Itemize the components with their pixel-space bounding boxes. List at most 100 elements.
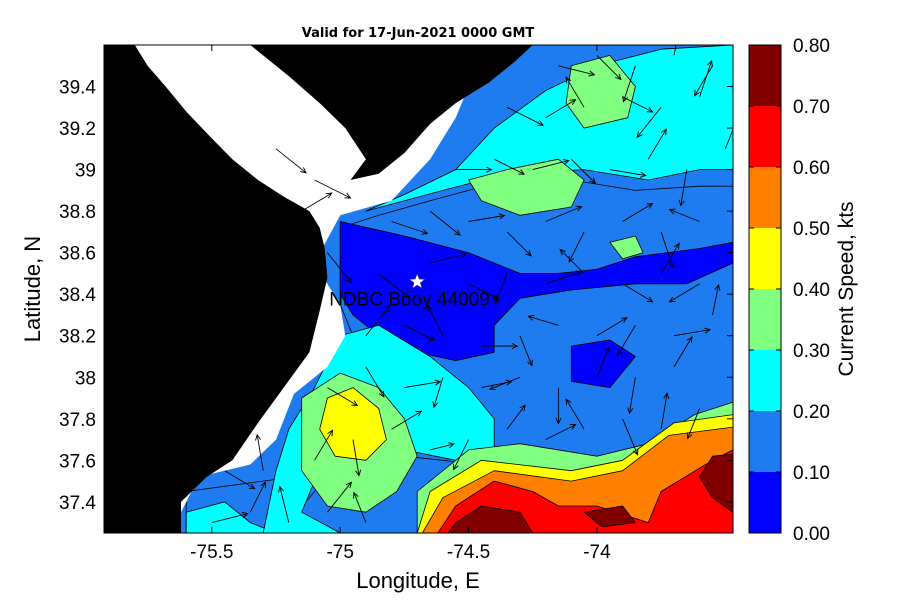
colorbar-tick-label: 0.70 (793, 97, 830, 118)
current-vector (565, 76, 585, 108)
colorbar-segment (749, 228, 781, 289)
colorbar-frame (748, 44, 782, 534)
current-vector (404, 324, 436, 341)
current-vector (427, 304, 444, 336)
current-vector (404, 379, 442, 389)
current-vector (429, 442, 456, 451)
colorbar-tick-label: 0.60 (793, 158, 830, 179)
colorbar-segment (749, 289, 781, 350)
y-tick-label: 38.2 (59, 327, 96, 348)
current-vector (622, 283, 654, 303)
x-tick-label: -75 (326, 542, 353, 563)
colorbar-segment (749, 350, 781, 411)
current-vector (468, 213, 506, 222)
y-tick-label: 37.4 (59, 493, 96, 514)
current-vector (622, 418, 639, 456)
colorbar-tick-label: 0.50 (793, 219, 830, 240)
speed-region-17 (699, 453, 733, 513)
colorbar: 0.00 0.10 0.20 0.30 0.40 0.50 0.60 0.70 0.80 (749, 36, 830, 545)
current-vector (570, 158, 597, 184)
current-vector (668, 208, 700, 222)
colorbar-tick-label: 0.40 (793, 280, 830, 301)
speed-region-10 (609, 235, 644, 260)
current-vector (622, 65, 636, 103)
x-axis-ticks: -75.5 -75 -74.5 -74 (190, 45, 611, 563)
x-tick-label: -74.5 (447, 542, 490, 563)
current-vector (255, 433, 264, 471)
current-vector (365, 366, 385, 398)
current-vector (506, 106, 545, 126)
current-vector (627, 377, 636, 415)
y-tick-label: 38 (75, 368, 96, 389)
current-vector (314, 179, 352, 199)
colorbar-segment (749, 167, 781, 228)
current-vector (429, 252, 468, 264)
current-vector (506, 404, 526, 430)
current-vector (622, 96, 654, 113)
current-vector (636, 107, 662, 139)
colorbar-tick-label: 0.10 (793, 463, 830, 484)
current-vector (616, 325, 636, 357)
current-vector (699, 59, 713, 98)
current-vector (596, 317, 628, 337)
land-region-new-jersey (250, 45, 533, 180)
buoy-label: NDBC Buoy 44009 (329, 290, 490, 311)
current-vector (353, 491, 367, 523)
map-plot-area (104, 45, 733, 533)
y-axis-ticks: 37.4 37.6 37.8 38 38.2 38.4 38.6 38.8 39 39.2 39.4 (59, 78, 733, 514)
current-vector (545, 270, 583, 285)
colorbar-tick-label: 0.20 (793, 402, 830, 423)
current-vector (596, 55, 622, 81)
speed-region-8 (468, 158, 585, 216)
buoy-marker-star (408, 272, 426, 289)
current-vector (481, 343, 519, 350)
colorbar-segment (749, 411, 781, 472)
current-vector (391, 410, 423, 430)
current-vector (494, 273, 508, 305)
y-tick-label: 39 (75, 161, 96, 182)
colorbar-segment (749, 106, 781, 167)
landmass (104, 45, 533, 533)
current-vector (327, 252, 353, 284)
current-vector (455, 166, 493, 173)
current-vector (609, 169, 647, 178)
current-vector (429, 210, 461, 236)
current-vector (622, 202, 654, 222)
current-vector (693, 65, 713, 97)
speed-region-9 (565, 55, 636, 129)
current-vector (249, 481, 266, 513)
current-vector (327, 481, 353, 513)
current-vector (545, 99, 577, 119)
current-vectors (211, 45, 733, 524)
land-region-delmarva (104, 45, 328, 533)
annotations: NDBC Buoy 44009 (329, 272, 490, 311)
current-vector (565, 398, 585, 430)
current-vector (352, 439, 362, 477)
y-tick-label: 37.8 (59, 410, 96, 431)
colorbar-segment (749, 472, 781, 533)
y-axis-label: Latitude, N (20, 236, 45, 342)
y-tick-label: 39.2 (59, 119, 96, 140)
current-vector (724, 122, 733, 149)
current-vector (596, 346, 610, 378)
current-vector (224, 470, 256, 490)
current-vector (545, 424, 577, 441)
colorbar-tick-label: 0.80 (793, 36, 830, 57)
current-vector (314, 429, 334, 461)
y-tick-label: 37.6 (59, 451, 96, 472)
speed-region-12 (319, 387, 387, 461)
current-vector (365, 304, 391, 336)
current-vector (378, 273, 410, 299)
current-vector (647, 128, 667, 160)
current-vector (712, 284, 721, 316)
current-vector (660, 231, 675, 269)
speed-region-16 (447, 505, 534, 533)
current-vector (686, 408, 701, 440)
current-vector (673, 336, 693, 368)
x-axis-label: Longitude, E (356, 568, 480, 593)
colorbar-label: Current Speed, kts (835, 201, 858, 376)
current-vector (668, 283, 700, 303)
current-vector (519, 335, 533, 367)
plot-frame (103, 44, 734, 534)
current-vector (660, 392, 670, 430)
